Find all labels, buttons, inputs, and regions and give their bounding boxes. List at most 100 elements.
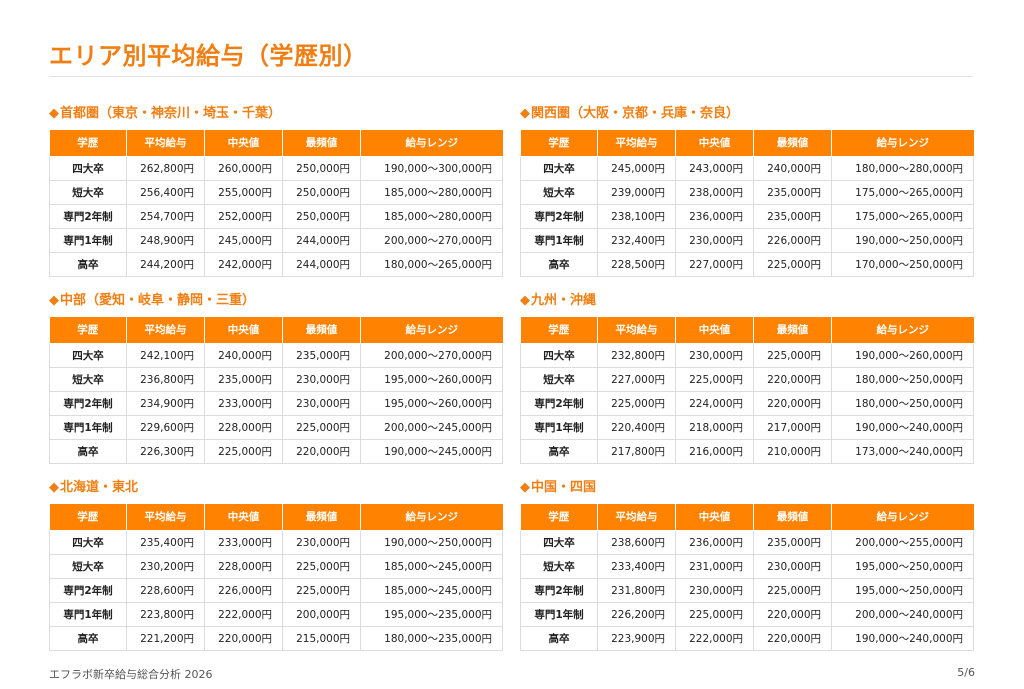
cell-median: 230,000円 [675,342,754,368]
cell-education: 専門2年制 [520,203,598,229]
cell-mode: 220,000円 [753,366,832,392]
column-header-median: 中央値 [204,317,283,344]
diamond-bullet-icon: ◆ [49,293,59,308]
cell-salary-range: 180,000〜250,000円 [831,366,974,392]
column-header-mode: 最頻値 [753,130,832,157]
cell-mode: 225,000円 [282,577,361,603]
salary-table: 学歴 平均給与 中央値 最頻値 給与レンジ 四大卒 232,800円 230,000円 225,… [520,317,974,464]
column-header-average-salary: 平均給与 [126,317,205,344]
table-header-row: 学歴 平均給与 中央値 最頻値 給与レンジ [520,504,974,531]
cell-average-salary: 254,700円 [126,203,205,229]
column-header-mode: 最頻値 [753,317,832,344]
cell-median: 216,000円 [675,438,754,464]
cell-education: 四大卒 [520,529,598,555]
cell-median: 235,000円 [204,366,283,392]
cell-mode: 220,000円 [753,601,832,627]
cell-education: 短大卒 [49,366,127,392]
cell-salary-range: 180,000〜265,000円 [360,251,503,277]
table-row: 専門2年制 228,600円 226,000円 225,000円 185,000〜245… [49,577,503,603]
table-header-row: 学歴 平均給与 中央値 最頻値 給与レンジ [49,317,503,344]
cell-mode: 235,000円 [753,203,832,229]
cell-salary-range: 200,000〜270,000円 [360,342,503,368]
cell-education: 専門2年制 [520,390,598,416]
salary-table: 学歴 平均給与 中央値 最頻値 給与レンジ 四大卒 238,600円 236,000円 235,… [520,504,974,651]
column-header-median: 中央値 [675,130,754,157]
column-header-average-salary: 平均給与 [597,130,676,157]
cell-salary-range: 200,000〜270,000円 [360,227,503,253]
cell-average-salary: 217,800円 [597,438,676,464]
region-chubu: ◆中部（愛知・岐阜・静岡・三重） 学歴 平均給与 中央値 最頻値 給与レンジ 四大卒 242,… [49,291,503,464]
cell-average-salary: 234,900円 [126,390,205,416]
table-header-row: 学歴 平均給与 中央値 最頻値 給与レンジ [520,130,974,157]
cell-median: 231,000円 [675,553,754,579]
cell-mode: 230,000円 [282,366,361,392]
cell-salary-range: 170,000〜250,000円 [831,251,974,277]
cell-education: 短大卒 [520,179,598,205]
cell-education: 高卒 [49,438,127,464]
table-row: 短大卒 233,400円 231,000円 230,000円 195,000〜250,0… [520,553,974,579]
footer-report-name: エフラボ新卒給与総合分析 2026 [49,668,213,681]
cell-mode: 250,000円 [282,179,361,205]
column-header-salary-range: 給与レンジ [831,504,974,531]
table-row: 高卒 244,200円 242,000円 244,000円 180,000〜265,00… [49,251,503,277]
cell-average-salary: 238,600円 [597,529,676,555]
table-row: 四大卒 262,800円 260,000円 250,000円 190,000〜300,0… [49,155,503,181]
cell-average-salary: 225,000円 [597,390,676,416]
title-divider [49,76,973,77]
table-row: 高卒 221,200円 220,000円 215,000円 180,000〜235,00… [49,625,503,651]
cell-education: 高卒 [520,438,598,464]
column-header-median: 中央値 [204,504,283,531]
cell-mode: 220,000円 [282,438,361,464]
cell-salary-range: 195,000〜235,000円 [360,601,503,627]
region-title: ◆中部（愛知・岐阜・静岡・三重） [49,291,502,311]
table-row: 専門1年制 223,800円 222,000円 200,000円 195,000〜235… [49,601,503,627]
table-header-row: 学歴 平均給与 中央値 最頻値 給与レンジ [49,504,503,531]
cell-salary-range: 200,000〜245,000円 [360,414,503,440]
cell-salary-range: 190,000〜240,000円 [831,414,974,440]
cell-median: 255,000円 [204,179,283,205]
cell-average-salary: 221,200円 [126,625,205,651]
cell-education: 高卒 [49,251,127,277]
column-header-average-salary: 平均給与 [597,504,676,531]
cell-median: 260,000円 [204,155,283,181]
diamond-bullet-icon: ◆ [520,293,530,308]
cell-education: 短大卒 [49,553,127,579]
table-row: 専門1年制 248,900円 245,000円 244,000円 200,000〜270… [49,227,503,253]
cell-median: 236,000円 [675,203,754,229]
diamond-bullet-icon: ◆ [49,480,59,495]
table-row: 高卒 217,800円 216,000円 210,000円 173,000〜240,00… [520,438,974,464]
table-row: 専門2年制 238,100円 236,000円 235,000円 175,000〜265… [520,203,974,229]
cell-median: 225,000円 [204,438,283,464]
cell-salary-range: 190,000〜250,000円 [831,227,974,253]
table-row: 専門1年制 220,400円 218,000円 217,000円 190,000〜240… [520,414,974,440]
region-title: ◆北海道・東北 [49,478,502,498]
page-title: エリア別平均給与（学歴別） [49,42,368,70]
cell-median: 225,000円 [675,366,754,392]
cell-salary-range: 185,000〜280,000円 [360,203,503,229]
cell-education: 四大卒 [520,342,598,368]
region-title: ◆首都圏（東京・神奈川・埼玉・千葉） [49,104,502,124]
cell-median: 228,000円 [204,553,283,579]
column-header-average-salary: 平均給与 [597,317,676,344]
region-name: 九州・沖縄 [531,293,597,308]
table-row: 高卒 223,900円 222,000円 220,000円 190,000〜240,00… [520,625,974,651]
column-header-mode: 最頻値 [282,130,361,157]
cell-salary-range: 200,000〜255,000円 [831,529,974,555]
cell-salary-range: 190,000〜245,000円 [360,438,503,464]
salary-table: 学歴 平均給与 中央値 最頻値 給与レンジ 四大卒 245,000円 243,000円 240,… [520,130,974,277]
cell-median: 220,000円 [204,625,283,651]
cell-average-salary: 228,600円 [126,577,205,603]
cell-education: 専門1年制 [520,601,598,627]
column-header-salary-range: 給与レンジ [831,130,974,157]
cell-education: 専門1年制 [49,227,127,253]
cell-mode: 240,000円 [753,155,832,181]
region-name: 首都圏（東京・神奈川・埼玉・千葉） [60,106,282,121]
region-name: 北海道・東北 [60,480,139,495]
cell-average-salary: 231,800円 [597,577,676,603]
region-shutoken: ◆首都圏（東京・神奈川・埼玉・千葉） 学歴 平均給与 中央値 最頻値 給与レンジ 四大卒 26… [49,104,503,277]
salary-table: 学歴 平均給与 中央値 最頻値 給与レンジ 四大卒 235,400円 233,000円 230,… [49,504,503,651]
cell-average-salary: 230,200円 [126,553,205,579]
cell-median: 245,000円 [204,227,283,253]
table-row: 四大卒 242,100円 240,000円 235,000円 200,000〜270,0… [49,342,503,368]
